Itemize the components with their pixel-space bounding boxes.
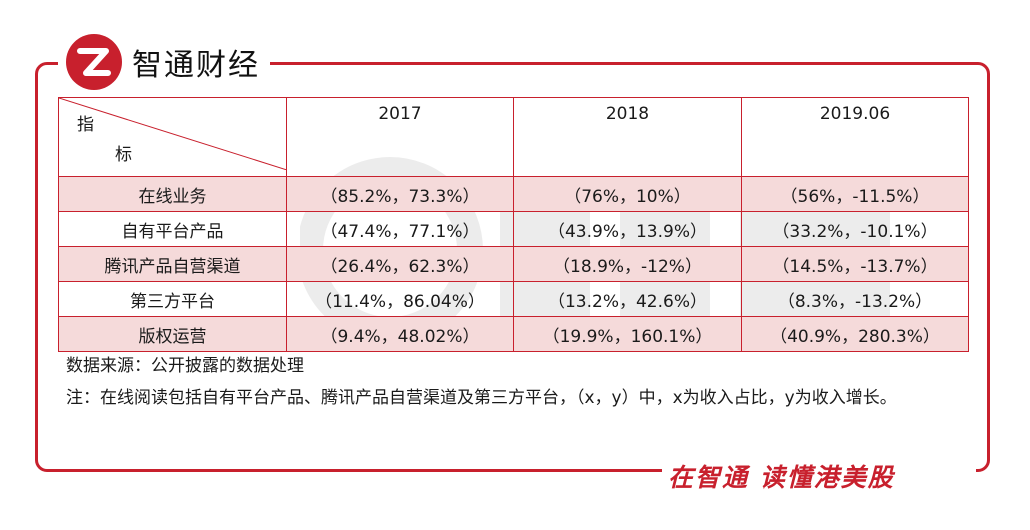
table-row: 在线业务 （85.2%，73.3%） （76%，10%） （56%，-11.5%…	[58, 176, 969, 212]
diagonal-divider	[59, 98, 287, 170]
corner-header-cell: 指 标	[58, 97, 287, 177]
table-cell: （76%，10%）	[513, 176, 742, 212]
table-cell: （43.9%，13.9%）	[513, 211, 742, 247]
table-header-row: 指 标 2017 2018 2019.06	[58, 97, 969, 177]
revenue-table: 指 标 2017 2018 2019.06 在线业务 （85.2%，73.3%）…	[58, 97, 969, 352]
footer-mask	[662, 455, 976, 491]
row-label: 版权运营	[58, 316, 287, 352]
table-row: 第三方平台 （11.4%，86.04%） （13.2%，42.6%） （8.3%…	[58, 281, 969, 317]
column-header: 2018	[513, 97, 742, 177]
table-cell: （11.4%，86.04%）	[286, 281, 514, 317]
brand-logo-icon	[66, 34, 122, 90]
table-cell: （18.9%，-12%）	[513, 246, 742, 282]
table-cell: （13.2%，42.6%）	[513, 281, 742, 317]
row-label: 在线业务	[58, 176, 287, 212]
row-label: 自有平台产品	[58, 211, 287, 247]
table-cell: （9.4%，48.02%）	[286, 316, 514, 352]
brand-name: 智通财经	[132, 48, 260, 83]
table-cell: （85.2%，73.3%）	[286, 176, 514, 212]
data-source-text: 数据来源：公开披露的数据处理	[66, 356, 304, 376]
table-cell: （19.9%，160.1%）	[513, 316, 742, 352]
row-label: 腾讯产品自营渠道	[58, 246, 287, 282]
table-cell: （33.2%，-10.1%）	[741, 211, 969, 247]
row-label: 第三方平台	[58, 281, 287, 317]
table-cell: （26.4%，62.3%）	[286, 246, 514, 282]
table-row: 自有平台产品 （47.4%，77.1%） （43.9%，13.9%） （33.2…	[58, 211, 969, 247]
column-header: 2019.06	[741, 97, 969, 177]
table-row: 版权运营 （9.4%，48.02%） （19.9%，160.1%） （40.9%…	[58, 316, 969, 352]
corner-top-label: 指	[77, 115, 94, 135]
notes-block: 数据来源：公开披露的数据处理 注：在线阅读包括自有平台产品、腾讯产品自营渠道及第…	[66, 352, 966, 412]
footnote-text: 注：在线阅读包括自有平台产品、腾讯产品自营渠道及第三方平台，（x，y）中，x为收…	[66, 388, 897, 408]
table-cell: （56%，-11.5%）	[741, 176, 969, 212]
footer-slogan: 在智通 读懂港美股	[668, 463, 895, 492]
table-row: 腾讯产品自营渠道 （26.4%，62.3%） （18.9%，-12%） （14.…	[58, 246, 969, 282]
table-cell: （40.9%，280.3%）	[741, 316, 969, 352]
table-cell: （8.3%，-13.2%）	[741, 281, 969, 317]
corner-bottom-label: 标	[115, 145, 132, 165]
column-header: 2017	[286, 97, 514, 177]
table-cell: （14.5%，-13.7%）	[741, 246, 969, 282]
content-frame	[35, 62, 990, 472]
table-cell: （47.4%，77.1%）	[286, 211, 514, 247]
